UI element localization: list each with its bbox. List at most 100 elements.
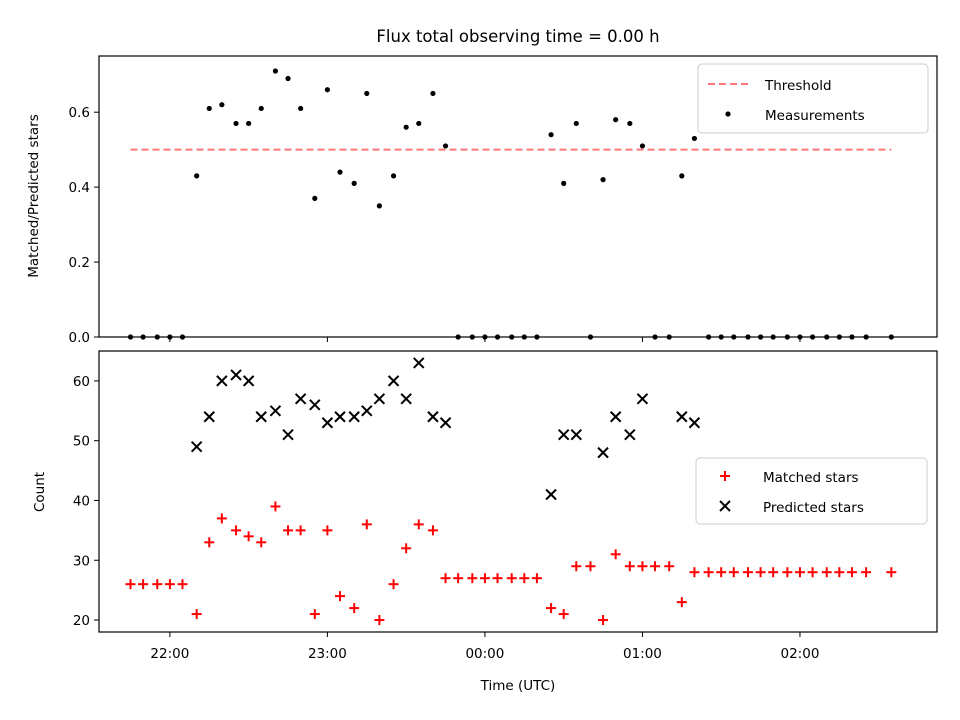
predicted-star-point: [413, 357, 425, 369]
count-axis-ticks: 22:00 23:00 00:00 01:00 02:00 20 30 40 50 60: [73, 374, 820, 662]
x-tick-label: 01:00: [623, 646, 662, 662]
y-tick-label: 30: [73, 553, 90, 569]
predicted-star-point: [557, 428, 570, 441]
measurement-point: [246, 120, 252, 127]
matched-star-point: [834, 567, 845, 578]
measurement-point: [324, 87, 331, 93]
matched-star-point: [361, 519, 372, 530]
ratio-axis-ticks: 0.0 0.2 0.4 0.6: [69, 105, 801, 346]
predicted-star-point: [230, 369, 242, 381]
predicted-star-point: [294, 393, 307, 405]
matched-star-point: [164, 579, 175, 590]
matched-star-point: [177, 579, 188, 590]
measurement-point: [219, 102, 225, 108]
y-tick-label: 0.0: [69, 330, 90, 346]
count-panel: Count Time (UTC) 22:00 23:00 00:00 01:00 02:…: [32, 350, 938, 694]
matched-star-point: [401, 543, 412, 554]
matched-star-point: [467, 573, 478, 584]
measurement-point: [639, 143, 646, 149]
matched-star-point: [506, 573, 517, 584]
matched-star-point: [755, 567, 766, 578]
measurement-point: [351, 180, 357, 186]
matched-star-point: [585, 561, 596, 572]
matched-star-point: [283, 525, 294, 536]
measurement-point: [691, 135, 698, 142]
matched-star-point: [650, 561, 661, 572]
matched-star-point: [689, 567, 700, 578]
y-tick-label: 0.6: [69, 105, 90, 121]
matched-star-point: [728, 567, 739, 578]
measurement-point: [285, 75, 291, 82]
matched-star-point: [216, 513, 227, 524]
predicted-star-point: [624, 428, 636, 441]
matched-star-point: [716, 567, 727, 578]
predicted-star-point: [609, 411, 622, 423]
measurement-point: [548, 132, 554, 138]
predicted-star-point: [439, 417, 452, 429]
matched-star-point: [886, 567, 897, 578]
measurement-point: [233, 120, 239, 127]
ratio-y-axis-label: Matched/Predicted stars: [26, 114, 42, 277]
measurement-point: [573, 120, 579, 127]
measurement-point: [561, 180, 567, 186]
y-tick-label: 50: [73, 434, 90, 450]
predicted-star-point: [255, 411, 267, 423]
predicted-star-point: [321, 417, 334, 429]
measurement-point: [272, 68, 279, 74]
ratio-panel: Flux total observing time = 0.00 h Match…: [26, 27, 938, 346]
matched-star-point: [821, 567, 832, 578]
predicted-star-point: [636, 393, 649, 405]
count-points: [125, 357, 897, 626]
matched-star-point: [427, 525, 438, 536]
predicted-star-point: [190, 440, 203, 453]
predicted-star-point: [203, 411, 215, 423]
matched-star-point: [152, 579, 163, 590]
matched-star-point: [846, 567, 857, 578]
matched-star-point: [492, 573, 503, 584]
matched-star-point: [479, 573, 490, 584]
matched-star-point: [558, 609, 569, 620]
ratio-legend: Threshold Measurements: [697, 63, 929, 134]
matched-star-point: [309, 609, 320, 620]
measurement-point: [613, 117, 619, 123]
predicted-star-point: [545, 488, 557, 501]
predicted-star-point: [570, 428, 582, 441]
matched-star-point: [624, 561, 635, 572]
matched-star-point: [453, 573, 464, 584]
predicted-star-point: [309, 399, 321, 411]
measurement-point: [390, 173, 397, 179]
measurement-point: [364, 90, 370, 97]
matched-star-point: [243, 531, 254, 542]
predicted-star-point: [282, 428, 294, 441]
threshold-legend-label: Threshold: [764, 78, 832, 94]
measurement-point: [312, 195, 318, 201]
matched-star-point: [322, 525, 333, 536]
matched-star-point: [664, 561, 675, 572]
matched-star-point: [295, 525, 306, 536]
x-tick-label: 23:00: [308, 646, 347, 662]
matched-star-point: [782, 567, 793, 578]
matched-star-point: [256, 537, 267, 548]
predicted-star-point: [427, 411, 439, 423]
matched-star-point: [519, 573, 530, 584]
matched-star-point: [546, 603, 557, 614]
measurement-point: [679, 173, 685, 179]
predicted-star-point: [688, 417, 701, 429]
predicted-star-point: [269, 405, 282, 417]
predicted-legend-label: Predicted stars: [763, 500, 864, 516]
count-legend: Matched stars Predicted stars: [695, 457, 928, 525]
y-tick-label: 0.4: [69, 180, 90, 196]
matched-star-point: [231, 525, 242, 536]
predicted-star-point: [373, 393, 386, 405]
count-legend-box: [695, 457, 928, 525]
measurement-point: [298, 105, 304, 112]
matched-star-point: [138, 579, 149, 590]
matched-star-point: [598, 615, 609, 626]
matched-star-point: [807, 567, 818, 578]
count-x-axis-label: Time (UTC): [480, 678, 556, 694]
predicted-star-point: [361, 405, 373, 417]
matched-star-point: [742, 567, 753, 578]
matched-star-point: [413, 519, 424, 530]
predicted-legend-swatch: [719, 500, 731, 512]
